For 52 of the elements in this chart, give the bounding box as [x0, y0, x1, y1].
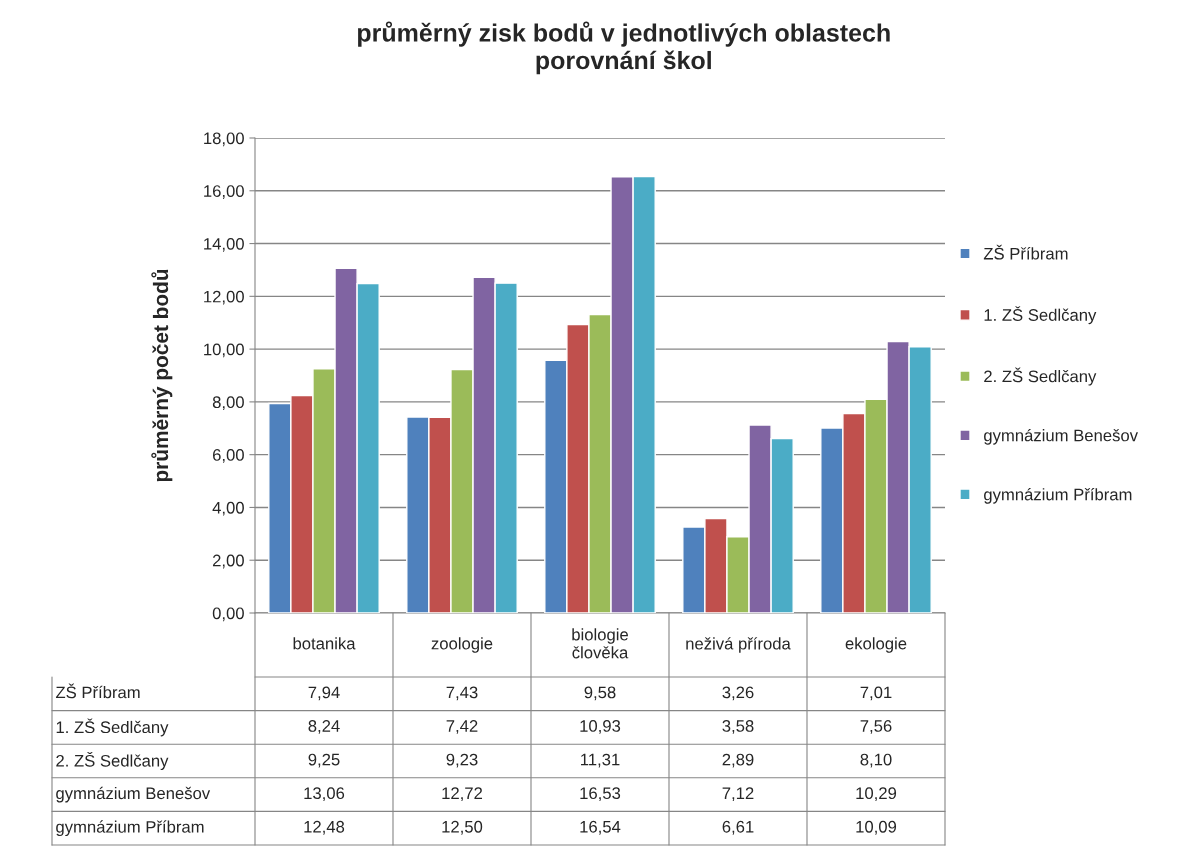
data-label: 10,29 [856, 787, 897, 802]
text: gymnázium Příbram [56, 820, 204, 837]
data-label: 16,54 [580, 820, 621, 835]
data-label: 8,24 [308, 720, 340, 734]
y-tick-label: 6,00 [212, 449, 244, 463]
y-tick-label: 16,00 [204, 185, 244, 199]
data-label: 9,25 [308, 753, 340, 768]
text: 1. ZŠ Sedlčany [56, 718, 169, 737]
y-tick-label: 18,00 [204, 132, 244, 147]
data-label: 7,01 [860, 686, 892, 701]
y-tick-label: 2,00 [212, 554, 244, 569]
data-label: 9,23 [446, 753, 478, 768]
legend-label: 1. ZŠ Sedlčany [984, 306, 1097, 325]
data-label: 12,72 [442, 787, 483, 802]
x-tick-label: neživá příroda [686, 637, 791, 653]
y-tick-label: 10,00 [204, 343, 244, 358]
x-tick-label: ekologie [845, 637, 907, 653]
data-label: 10,09 [856, 820, 897, 835]
data-label: 9,58 [584, 686, 616, 701]
data-label: 13,06 [304, 787, 345, 802]
y-tick-label: 0,00 [212, 607, 244, 622]
chart-title: průměrný zisk bodů v jednotlivých oblastech porovnání škol [358, 21, 890, 75]
y-tick-label: 12,00 [204, 290, 244, 305]
y-axis-title: průměrný počet bodů [151, 269, 173, 482]
data-label: 8,10 [860, 753, 892, 768]
data-label: 2,89 [722, 753, 754, 768]
data-label: 7,94 [308, 686, 340, 701]
data-label: 7,56 [860, 720, 892, 734]
text: 2. ZŠ Sedlčany [56, 751, 169, 771]
legend-label: ZŠ Příbram [983, 244, 1068, 260]
text: gymnázium Benešov [56, 786, 211, 803]
data-label: 3,26 [722, 686, 754, 701]
data-label: 10,93 [580, 720, 621, 734]
data-label: 7,43 [446, 686, 478, 701]
text: ZŠ Příbram [55, 683, 140, 699]
data-label: 11,31 [581, 753, 620, 768]
x-tick-label: biologie člověka [572, 628, 629, 659]
legend-label: gymnázium Příbram [984, 487, 1132, 504]
data-label: 12,48 [304, 820, 345, 835]
y-tick-label: 4,00 [212, 501, 244, 516]
data-label: 16,53 [580, 787, 621, 802]
data-label: 3,58 [722, 720, 754, 734]
legend-label: gymnázium Benešov [984, 428, 1138, 445]
data-label: 12,50 [442, 820, 483, 835]
y-tick-label: 8,00 [212, 396, 244, 411]
x-tick-label: botanika [293, 637, 356, 650]
data-label: 6,61 [722, 820, 754, 835]
x-tick-label: zoologie [431, 637, 493, 653]
data-label: 7,42 [446, 720, 478, 734]
legend-label: 2. ZŠ Sedlčany [984, 367, 1097, 386]
y-tick-label: 14,00 [204, 237, 244, 252]
data-label: 7,12 [722, 787, 754, 802]
